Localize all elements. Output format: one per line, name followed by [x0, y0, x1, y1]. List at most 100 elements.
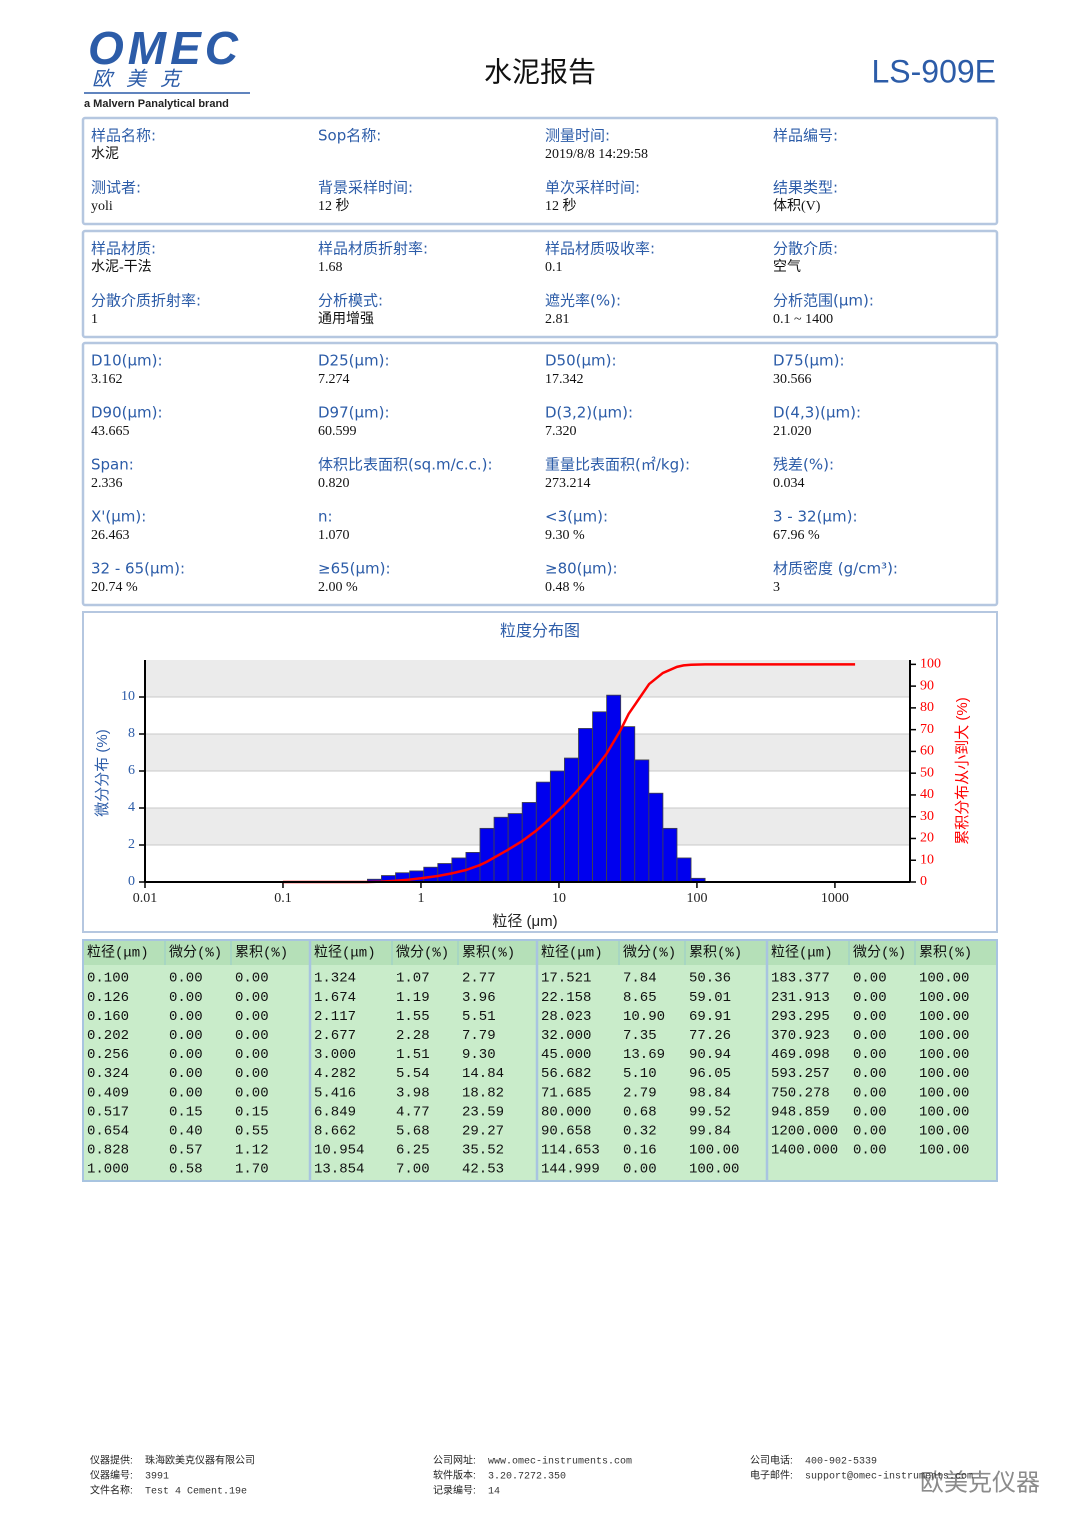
table-cell: 7.35: [623, 1028, 657, 1044]
table-cell: 59.01: [689, 990, 731, 1006]
table-cell: 28.023: [541, 1009, 591, 1025]
field-value: 3: [773, 580, 780, 595]
y-tick-label: 0: [128, 874, 135, 889]
field-value: 17.342: [545, 372, 584, 387]
table-cell: 0.00: [235, 1066, 269, 1082]
field-value: 43.665: [91, 424, 130, 439]
footer-value: 3991: [145, 1472, 169, 1483]
field-value: 2.00 %: [318, 580, 358, 595]
table-cell: 183.377: [771, 971, 830, 987]
field-label: D25(μm):: [318, 352, 390, 370]
x-tick-label: 100: [686, 891, 707, 906]
table-cell: 50.36: [689, 971, 731, 987]
field-label: 样品材质吸收率:: [545, 240, 655, 258]
table-cell: 100.00: [919, 1124, 969, 1140]
table-cell: 0.00: [853, 990, 887, 1006]
table-cell: 8.65: [623, 990, 657, 1006]
column-header: 微分(%): [623, 945, 676, 962]
field-label: 样品名称:: [91, 127, 156, 145]
x-tick-label: 1000: [821, 891, 849, 906]
field-label: 结果类型:: [773, 179, 838, 197]
watermark: 欧美克仪器: [920, 1469, 1040, 1496]
table-cell: 2.77: [462, 971, 496, 987]
table-cell: 5.51: [462, 1009, 496, 1025]
y2-tick-label: 70: [920, 722, 934, 737]
table-cell: 98.84: [689, 1085, 731, 1101]
y-tick-label: 6: [128, 763, 135, 778]
field-value: yoli: [91, 199, 113, 214]
field-label: 残差(%):: [773, 456, 834, 474]
table-cell: 0.00: [235, 1047, 269, 1063]
y2-tick-label: 80: [920, 700, 934, 715]
table-cell: 13.854: [314, 1162, 364, 1178]
column-header: 累积(%): [919, 945, 972, 962]
table-cell: 0.517: [87, 1104, 129, 1120]
table-cell: 0.00: [169, 990, 203, 1006]
table-cell: 6.25: [396, 1143, 430, 1159]
table-cell: 42.53: [462, 1162, 504, 1178]
field-label: n:: [318, 508, 333, 526]
y-tick-label: 2: [128, 837, 135, 852]
table-cell: 0.00: [853, 1104, 887, 1120]
table-cell: 0.409: [87, 1085, 129, 1101]
table-cell: 100.00: [919, 1104, 969, 1120]
field-value: 1: [91, 312, 98, 327]
table-cell: 0.15: [169, 1104, 203, 1120]
field-label: 测试者:: [91, 179, 141, 197]
table-cell: 100.00: [919, 1047, 969, 1063]
field-label: 分析模式:: [318, 292, 383, 310]
table-cell: 80.000: [541, 1104, 591, 1120]
table-cell: 1.674: [314, 990, 356, 1006]
table-cell: 77.26: [689, 1028, 731, 1044]
field-value: 0.1 ~ 1400: [773, 312, 833, 327]
table-cell: 32.000: [541, 1028, 591, 1044]
field-label: 测量时间:: [545, 127, 610, 145]
table-cell: 3.98: [396, 1085, 430, 1101]
table-cell: 3.96: [462, 990, 496, 1006]
histogram-bar: [620, 726, 636, 883]
histogram-bar: [578, 728, 593, 883]
field-value: 2.81: [545, 312, 570, 327]
table-cell: 0.00: [853, 1085, 887, 1101]
table-cell: 69.91: [689, 1009, 731, 1025]
column-header: 粒径(μm): [87, 945, 149, 962]
table-cell: 1.000: [87, 1162, 129, 1178]
table-cell: 99.52: [689, 1104, 731, 1120]
table-cell: 8.662: [314, 1124, 356, 1140]
x-tick-label: 10: [552, 891, 566, 906]
table-cell: 10.90: [623, 1009, 665, 1025]
table-cell: 593.257: [771, 1066, 830, 1082]
column-header: 微分(%): [169, 945, 222, 962]
table-cell: 0.15: [235, 1104, 269, 1120]
column-header: 粒径(μm): [771, 945, 833, 962]
table-cell: 0.00: [235, 1028, 269, 1044]
field-label: ≥65(μm):: [318, 560, 391, 578]
field-label: D(4,3)(μm):: [773, 404, 861, 422]
field-label: 3 - 32(μm):: [773, 508, 858, 526]
y-tick-label: 4: [128, 800, 135, 815]
table-cell: 100.00: [919, 1028, 969, 1044]
x-tick-label: 0.01: [133, 891, 158, 906]
table-cell: 7.00: [396, 1162, 430, 1178]
table-cell: 56.682: [541, 1066, 591, 1082]
table-cell: 469.098: [771, 1047, 830, 1063]
histogram-bar: [634, 759, 650, 883]
field-value: 2019/8/8 14:29:58: [545, 147, 648, 162]
histogram-bar: [606, 694, 622, 883]
field-label: Span:: [91, 456, 134, 474]
table-cell: 7.84: [623, 971, 657, 987]
x-tick-label: 0.1: [274, 891, 292, 906]
y-tick-label: 10: [121, 689, 135, 704]
field-value: 1.68: [318, 260, 343, 275]
footer-label: 文件名称:: [90, 1484, 133, 1497]
table-cell: 100.00: [919, 1085, 969, 1101]
table-cell: 4.282: [314, 1066, 356, 1082]
field-value: 水泥: [91, 146, 119, 162]
field-label: D90(μm):: [91, 404, 163, 422]
field-value: 7.274: [318, 372, 350, 387]
field-label: 样品材质折射率:: [318, 240, 428, 258]
field-value: 21.020: [773, 424, 812, 439]
table-cell: 100.00: [919, 990, 969, 1006]
histogram-bar: [648, 792, 664, 883]
